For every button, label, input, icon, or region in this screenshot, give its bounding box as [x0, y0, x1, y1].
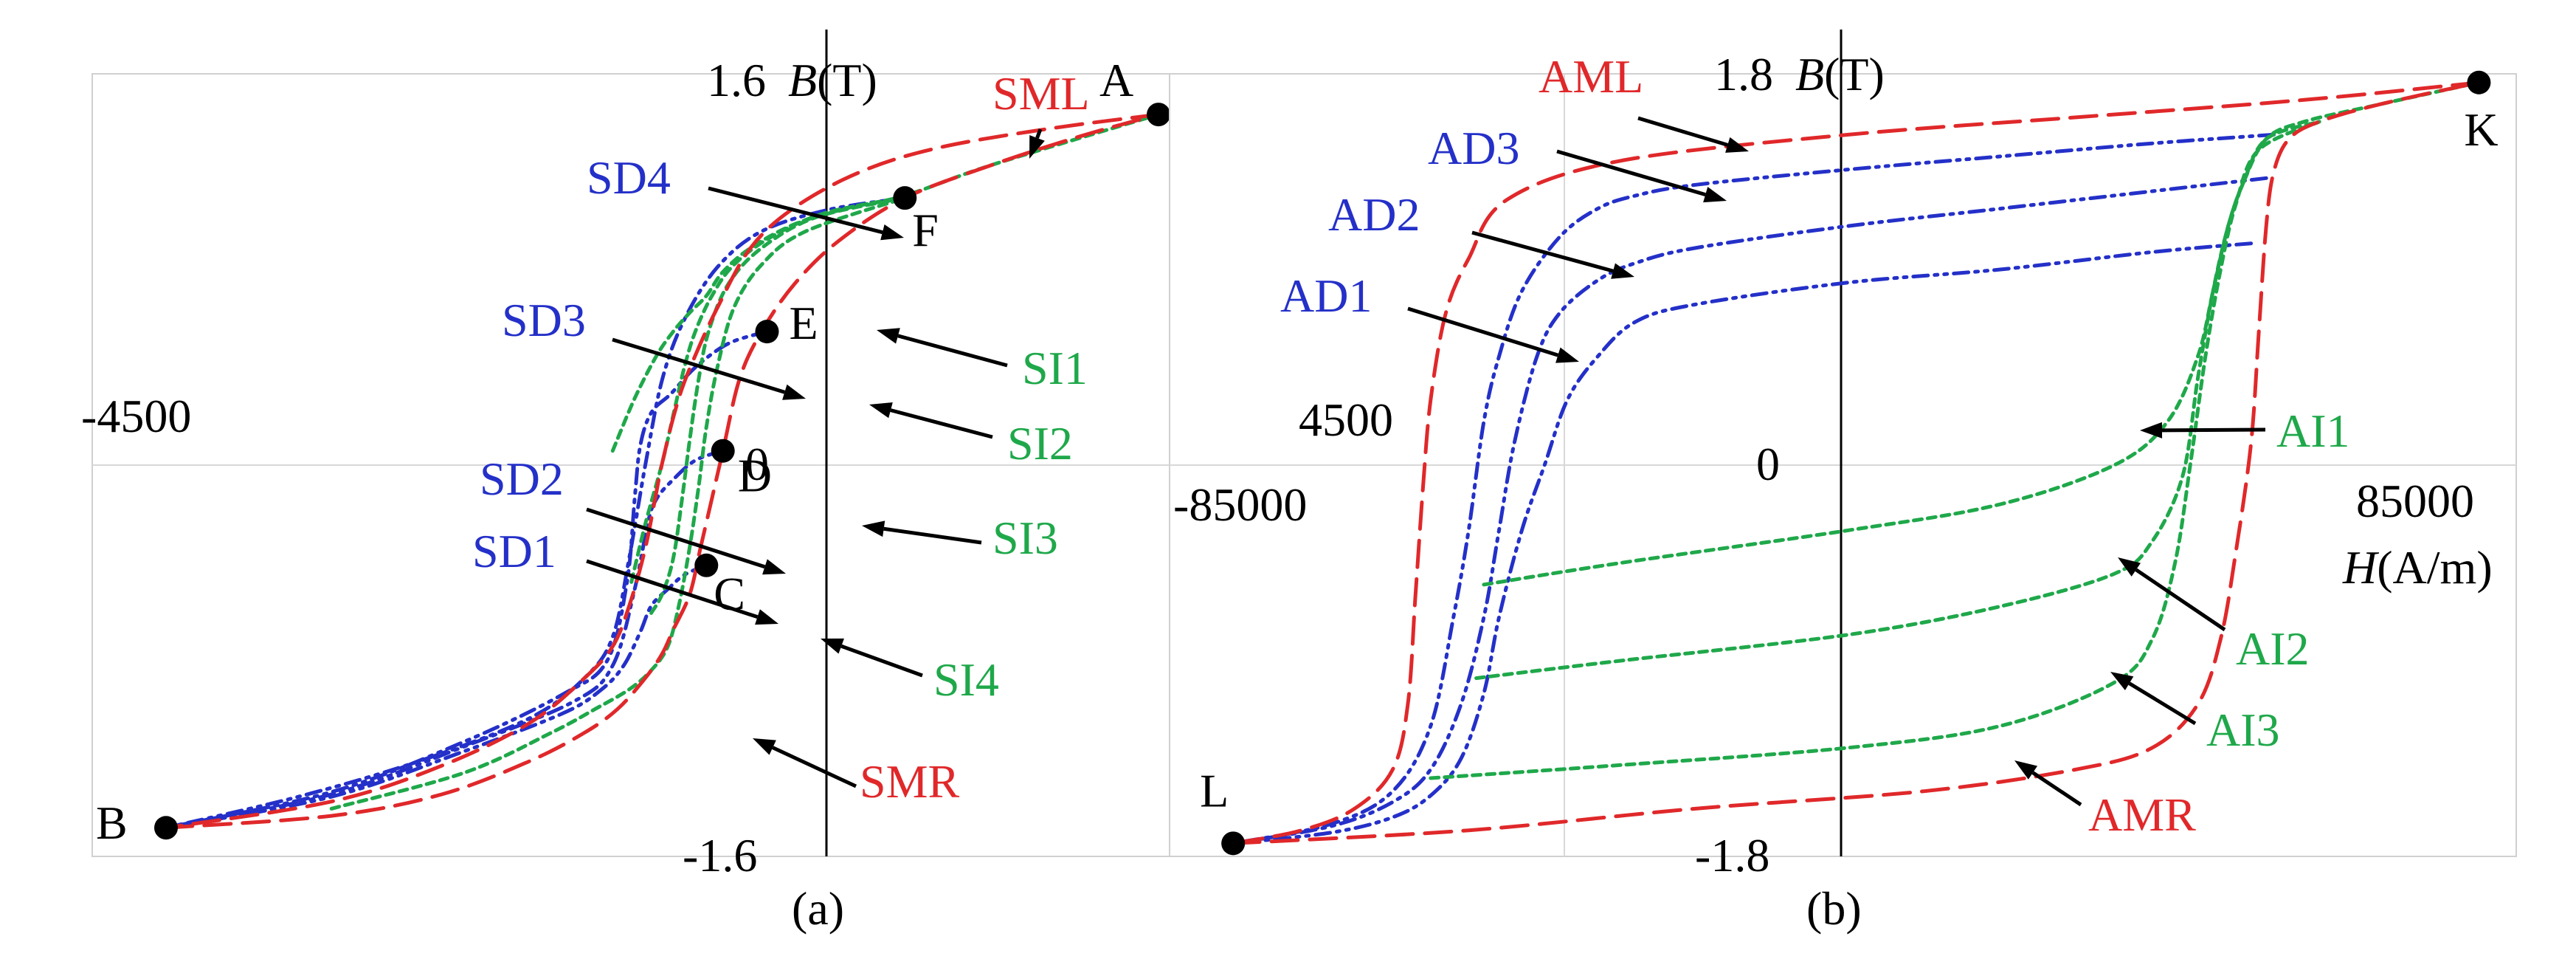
panel-a-caption: (a) — [792, 882, 844, 935]
point-c — [694, 553, 719, 577]
panel-b-origin-label: 0 — [1756, 438, 1780, 490]
annotation-arrow-sd2 — [586, 507, 786, 575]
point-e — [755, 320, 779, 344]
annotation-arrow-si3 — [862, 520, 982, 545]
annotation-ai1: AI1 — [2276, 405, 2350, 457]
point-label-b: B — [96, 797, 128, 849]
panel-a-points: A B C D E F — [96, 54, 1170, 849]
point-label-f: F — [912, 204, 939, 256]
annotation-sml: SML — [992, 67, 1090, 120]
annotation-si1: SI1 — [1022, 342, 1088, 394]
annotation-arrow-si2 — [869, 402, 993, 439]
panel-a-labels: SML SMR SD4 SD3 SD2 SD1 SI1 SI2 SI3 SI4 — [472, 67, 1090, 808]
annotation-sd2: SD2 — [480, 453, 564, 505]
annotation-ad1: AD1 — [1280, 269, 1372, 322]
annotation-arrow-ad2 — [1471, 230, 1634, 279]
annotation-si2: SI2 — [1007, 417, 1073, 470]
annotation-arrow-smr — [753, 738, 857, 788]
annotation-ad2: AD2 — [1328, 188, 1420, 241]
panel-b-curves — [1231, 80, 2481, 845]
series-si3 — [649, 196, 907, 615]
panel-b-points: KL — [1200, 70, 2499, 856]
point-f — [893, 186, 917, 210]
annotation-aml: AML — [1539, 50, 1643, 103]
panel-a-arrows — [586, 128, 1045, 788]
annotation-arrow-aml — [1637, 116, 1749, 153]
series-amr — [1231, 80, 2481, 845]
annotation-arrow-ai2 — [2118, 557, 2226, 632]
point-k — [2467, 70, 2491, 94]
series-ai2 — [1474, 120, 2321, 681]
panel-a-ytick-min: -1.6 — [683, 829, 757, 881]
series-ad2 — [1231, 176, 2268, 845]
annotation-amr: AMR — [2088, 788, 2196, 841]
annotation-arrow-ai1 — [2140, 422, 2266, 439]
annotation-arrow-ai3 — [2110, 672, 2197, 726]
annotation-arrow-sd1 — [586, 559, 778, 625]
point-label-a: A — [1099, 54, 1133, 106]
panel-b-xtick-max: 85000 — [2356, 475, 2474, 527]
panel-b-ytick-max: 1.8 B(T) — [1714, 48, 1885, 100]
annotation-sd3: SD3 — [502, 294, 586, 346]
series-smr — [164, 112, 1161, 830]
series-sd1 — [164, 563, 708, 830]
annotation-sd4: SD4 — [587, 151, 671, 204]
annotation-ad3: AD3 — [1428, 122, 1519, 174]
panel-a-xtick-min: -4500 — [81, 390, 191, 442]
panel-b-x-axis-label: H(A/m) — [2342, 541, 2493, 594]
annotation-sd1: SD1 — [472, 525, 556, 577]
annotation-arrow-amr — [2014, 760, 2082, 807]
panel-a: A B C D E F SML SMR SD4 SD3 SD2 SD1 SI1 SI2 SI3 SI4 1.… — [81, 30, 1170, 935]
annotation-ai2: AI2 — [2236, 622, 2310, 675]
annotation-arrow-sd3 — [612, 337, 806, 400]
panel-a-curves — [164, 112, 1161, 830]
panel-b-ytick-min: -1.8 — [1695, 829, 1769, 881]
annotation-arrow-sml — [1029, 128, 1045, 159]
series-si4 — [329, 196, 907, 811]
annotation-arrow-sd4 — [708, 186, 904, 241]
point-label-l: L — [1200, 764, 1229, 817]
annotation-si3: SI3 — [992, 512, 1058, 564]
annotation-arrow-si4 — [821, 638, 923, 678]
series-ad1 — [1231, 241, 2254, 845]
panel-b-caption: (b) — [1806, 882, 1862, 935]
panel-b-xtick-min: -85000 — [1173, 478, 1307, 531]
series-sml — [164, 112, 1161, 830]
annotation-arrow-si1 — [877, 328, 1008, 368]
annotation-ai3: AI3 — [2206, 704, 2280, 756]
series-sd2 — [164, 449, 725, 830]
point-label-k: K — [2464, 103, 2498, 156]
annotation-arrow-ad1 — [1407, 306, 1579, 363]
point-b — [154, 816, 178, 840]
point-a — [1147, 103, 1170, 127]
series-ai1 — [1482, 80, 2481, 587]
point-label-d: D — [738, 450, 772, 502]
panel-b-arrows — [1407, 116, 2266, 807]
annotation-arrow-ad3 — [1556, 149, 1727, 203]
annotation-si4: SI4 — [933, 653, 999, 706]
annotation-smr: SMR — [860, 755, 960, 808]
panel-b-gridline-value: 4500 — [1299, 393, 1393, 446]
point-label-e: E — [789, 297, 818, 349]
series-sd4 — [164, 196, 907, 830]
series-ad3 — [1231, 132, 2276, 845]
series-aml — [1231, 80, 2481, 845]
panel-a-origin-label: 0 — [745, 438, 769, 490]
point-l — [1221, 831, 1246, 856]
point-d — [711, 439, 735, 463]
series-ai3 — [1429, 120, 2321, 780]
panel-a-ytick-max: 1.6 B(T) — [707, 54, 877, 106]
point-label-c: C — [714, 568, 745, 620]
